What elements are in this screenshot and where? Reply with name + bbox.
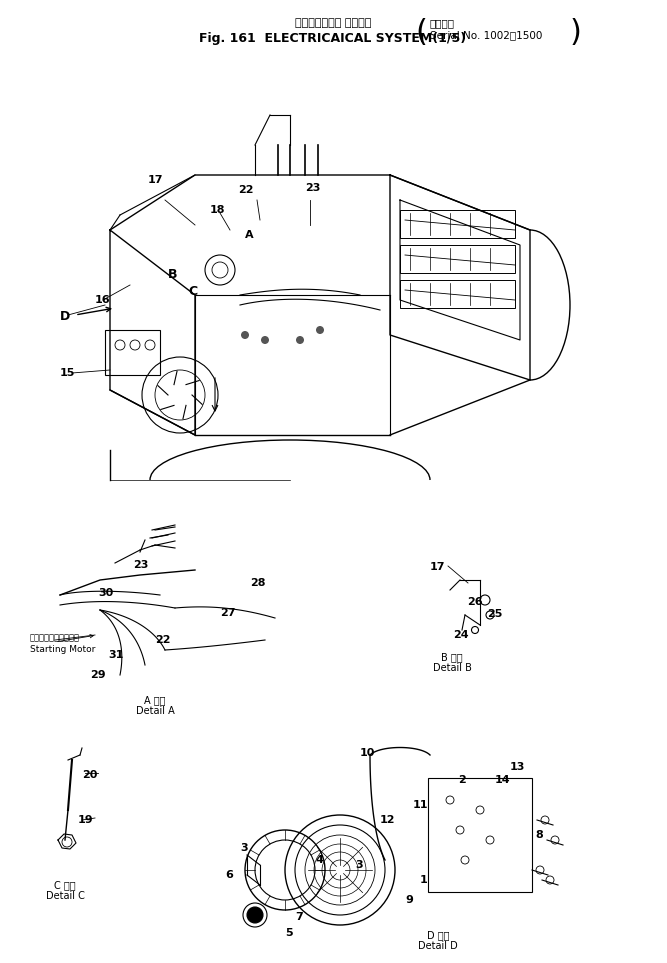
Text: 9: 9: [405, 895, 413, 905]
Circle shape: [241, 331, 249, 339]
Text: 16: 16: [95, 295, 111, 305]
Text: Detail D: Detail D: [418, 941, 458, 951]
Bar: [400, 210, 515, 238]
Text: Fig. 161  ELECTRICAICAL SYSTEM(1/5): Fig. 161 ELECTRICAICAL SYSTEM(1/5): [199, 32, 466, 45]
Text: C: C: [188, 285, 197, 298]
Text: D 詳細: D 詳細: [427, 930, 450, 940]
Text: 4: 4: [315, 855, 323, 865]
Text: 11: 11: [413, 800, 428, 810]
Bar: [105, 330, 160, 375]
Text: ): ): [570, 18, 582, 47]
Circle shape: [247, 907, 263, 923]
Text: 6: 6: [225, 870, 233, 880]
Text: 17: 17: [148, 175, 163, 185]
Text: Starting Motor: Starting Motor: [30, 645, 95, 654]
Circle shape: [296, 336, 304, 344]
Text: Detail A: Detail A: [135, 706, 174, 716]
Text: Serial No. 1002～1500: Serial No. 1002～1500: [430, 30, 542, 40]
Text: 23: 23: [133, 560, 148, 570]
Text: A: A: [245, 230, 253, 240]
Text: 25: 25: [487, 609, 502, 619]
Text: 3: 3: [355, 860, 363, 870]
Text: 8: 8: [535, 830, 543, 840]
Text: Detail C: Detail C: [45, 891, 85, 901]
Text: 1: 1: [420, 875, 428, 885]
Text: Detail B: Detail B: [433, 663, 472, 673]
Text: 26: 26: [467, 597, 483, 607]
Text: 31: 31: [108, 650, 123, 660]
Text: 24: 24: [453, 630, 469, 640]
Text: 適用号機: 適用号機: [430, 18, 455, 28]
Text: 15: 15: [60, 368, 75, 378]
Text: 22: 22: [238, 185, 253, 195]
Text: エレクトリカル システム: エレクトリカル システム: [295, 18, 372, 28]
Text: 28: 28: [250, 578, 265, 588]
Text: 27: 27: [220, 608, 235, 618]
Text: 3: 3: [240, 843, 247, 853]
Text: B 詳細: B 詳細: [441, 652, 463, 662]
Text: D: D: [60, 310, 70, 323]
Text: 19: 19: [78, 815, 93, 825]
Circle shape: [316, 326, 324, 334]
Text: 5: 5: [285, 928, 293, 938]
Text: B: B: [168, 268, 177, 281]
Text: 2: 2: [458, 775, 466, 785]
Text: 30: 30: [98, 588, 113, 598]
Text: 29: 29: [90, 670, 105, 680]
Text: (: (: [415, 18, 427, 47]
Bar: [400, 280, 515, 308]
Text: C 詳細: C 詳細: [54, 880, 76, 890]
Text: 7: 7: [295, 912, 303, 922]
Text: 17: 17: [430, 562, 446, 572]
Text: 22: 22: [155, 635, 171, 645]
Text: 23: 23: [305, 183, 320, 193]
Circle shape: [261, 336, 269, 344]
Text: スターティングモータ: スターティングモータ: [30, 633, 80, 642]
Text: 18: 18: [210, 205, 225, 215]
Bar: [400, 245, 515, 273]
Text: 12: 12: [380, 815, 396, 825]
Text: 14: 14: [495, 775, 511, 785]
Text: 10: 10: [360, 748, 376, 758]
Text: A 詳細: A 詳細: [144, 695, 166, 705]
Text: 20: 20: [82, 770, 97, 780]
Text: 13: 13: [510, 762, 526, 772]
